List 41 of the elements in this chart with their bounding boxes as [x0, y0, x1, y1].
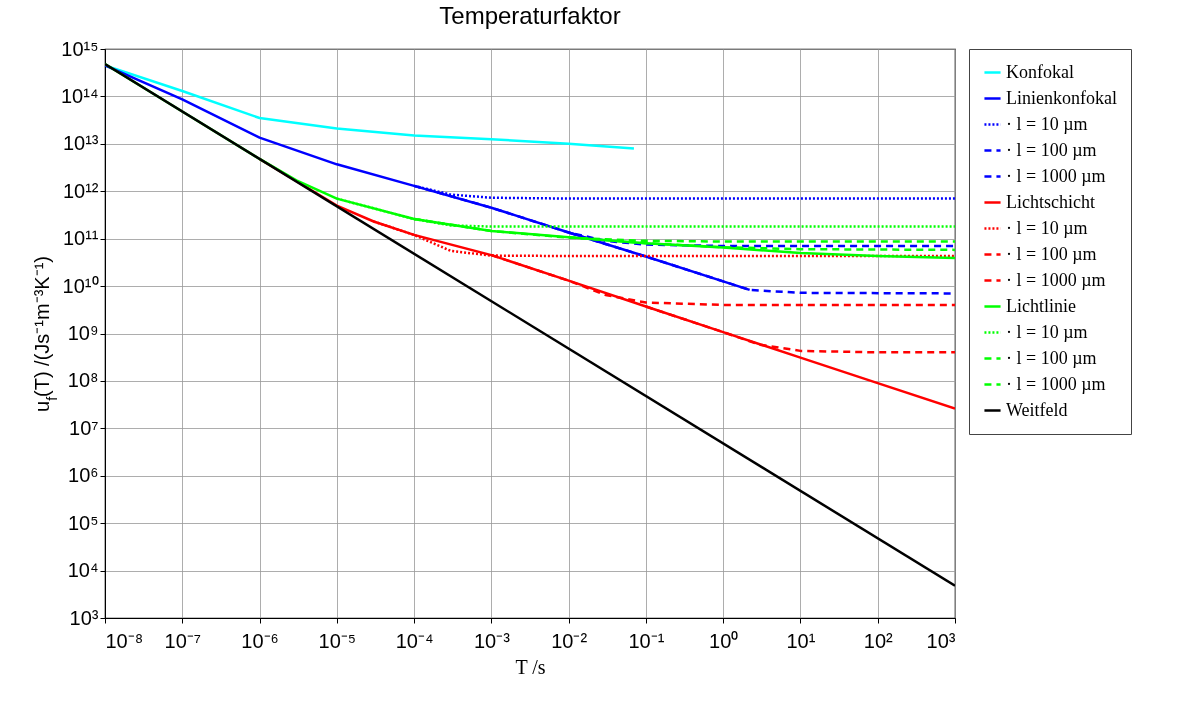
x-tick-label: 10¹	[786, 629, 816, 652]
y-tick-label: 10⁴	[67, 559, 99, 582]
y-tick-label: 10¹³	[62, 132, 99, 155]
legend-label: · l = 10 µm	[1006, 113, 1088, 134]
x-tick-label: 10⁻⁵	[318, 629, 357, 652]
y-tick-label: 10⁶	[68, 464, 99, 487]
x-tick-label: 10³	[926, 629, 956, 652]
legend-label: · l = 1000 µm	[1006, 373, 1106, 394]
y-tick-label: 10¹⁵	[61, 37, 99, 60]
x-tick-label: 10⁻⁴	[395, 629, 434, 652]
legend-label: Weitfeld	[1006, 399, 1068, 420]
x-tick-label: 10⁻⁶	[241, 629, 279, 652]
x-tick-label: 10⁻⁷	[164, 629, 202, 652]
legend-label: · l = 10 µm	[1006, 217, 1088, 238]
legend-label: · l = 100 µm	[1006, 139, 1097, 160]
legend-label: · l = 100 µm	[1006, 347, 1097, 368]
chart-title: Temperaturfaktor	[439, 2, 621, 29]
y-tick-label: 10⁹	[67, 322, 99, 344]
x-tick-label: 10⁻²	[551, 629, 588, 652]
legend-label: · l = 1000 µm	[1006, 269, 1106, 290]
x-tick-label: 10⁻¹	[628, 629, 665, 652]
y-tick-label: 10¹⁴	[61, 84, 99, 107]
y-tick-label: 10¹²	[62, 179, 99, 202]
y-tick-label: 10⁵	[67, 511, 99, 534]
legend-label: Konfokal	[1006, 61, 1074, 82]
legend-label: · l = 1000 µm	[1006, 165, 1106, 186]
legend-label: · l = 100 µm	[1006, 243, 1097, 264]
x-tick-label: 10⁰	[709, 629, 739, 652]
legend-label: Lichtlinie	[1006, 295, 1076, 316]
y-tick-label: 10¹⁰	[62, 274, 99, 297]
y-tick-label: 10⁷	[69, 416, 99, 439]
legend-label: Lichtschicht	[1006, 191, 1095, 212]
y-tick-label: 10¹¹	[62, 227, 99, 250]
x-tick-label: 10⁻⁸	[105, 629, 144, 652]
y-tick-label: 10³	[69, 606, 99, 629]
x-tick-label: 10²	[863, 629, 894, 652]
x-axis-title: T /s	[515, 655, 546, 678]
x-tick-label: 10⁻³	[473, 629, 511, 652]
legend-label: Linienkonfokal	[1006, 87, 1117, 108]
y-tick-label: 10⁸	[67, 369, 99, 392]
legend-label: · l = 10 µm	[1006, 321, 1088, 342]
